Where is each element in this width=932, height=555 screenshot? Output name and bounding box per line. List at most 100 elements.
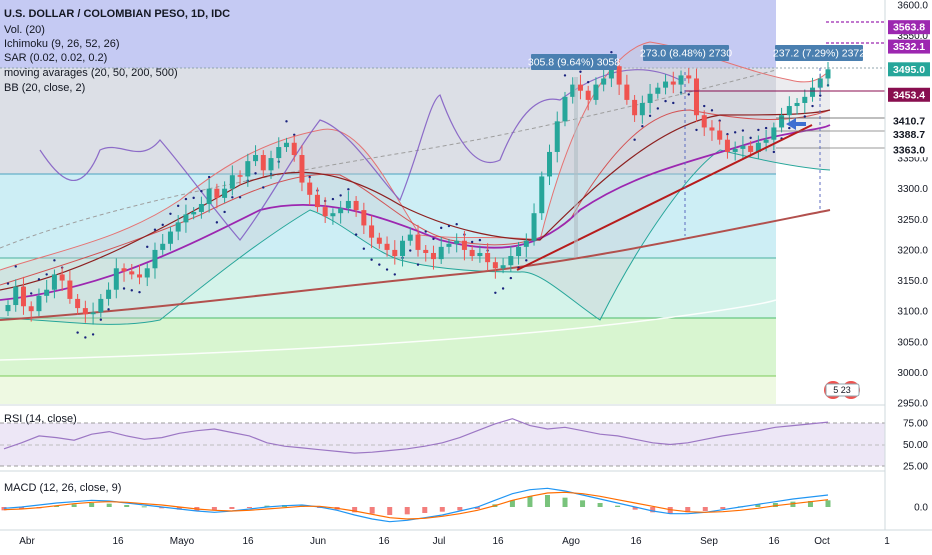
candle — [191, 207, 197, 220]
price-tick-label: 3250.0 — [897, 215, 928, 226]
sar-dot — [262, 186, 265, 189]
candle — [771, 122, 777, 151]
sar-dot — [440, 226, 443, 230]
candle — [554, 111, 560, 163]
rsi-tick-label: 25.00 — [903, 462, 928, 473]
candle — [160, 234, 166, 255]
candle — [144, 263, 150, 287]
sar-dot — [6, 282, 10, 285]
sar-dot — [788, 126, 791, 130]
measure-label-3 — [775, 45, 863, 61]
sar-dot — [509, 276, 513, 280]
sar-dot — [146, 245, 149, 249]
sar-dot — [726, 132, 729, 136]
price-axis[interactable]: 2950.0 3000.0 3050.0 3100.0 3150.0 3200.0 3250… — [884, 0, 932, 530]
sar-dot — [169, 212, 172, 215]
time-tick-label: 16 — [378, 536, 390, 547]
macd-bar — [1, 507, 7, 511]
rsi-title: RSI (14, close) — [4, 413, 77, 425]
macd-bar — [54, 505, 60, 507]
macd-bar — [211, 507, 217, 511]
macd-pane[interactable]: MACD (12, 26, close, 9) — [0, 470, 932, 523]
sar-dot — [447, 224, 451, 228]
candle — [98, 294, 104, 318]
sar-dot — [122, 287, 126, 290]
sar-dot — [470, 240, 474, 244]
time-axis[interactable]: Abr 16 Mayo 16 Jun 16 Jul 16 Ago 16 Sep 16 Oct 1 — [0, 529, 932, 550]
moving-average-lines — [0, 69, 831, 361]
macd-bar — [387, 507, 393, 515]
macd-bar — [71, 504, 77, 507]
candle — [291, 135, 297, 162]
sar-dot — [215, 221, 219, 224]
sar-dot — [138, 290, 141, 294]
sar-dot — [455, 223, 458, 226]
price-tick-label: 3600.0 — [897, 1, 928, 12]
indicator-sar: SAR (0.02, 0.02, 0.2) — [4, 52, 107, 64]
candle — [376, 232, 382, 249]
events-badge-text: 5 23 — [833, 385, 851, 395]
sar-dot — [757, 128, 760, 132]
events-badge[interactable]: 5 23 — [824, 381, 860, 399]
candle — [198, 196, 204, 219]
rsi-tick-label: 75.00 — [903, 419, 928, 430]
sar-dot — [238, 196, 242, 199]
sar-dot — [703, 104, 706, 108]
macd-bar — [352, 507, 358, 513]
time-tick-label: 1 — [884, 536, 890, 547]
rsi-pane[interactable]: RSI (14, close) — [0, 404, 932, 467]
candle — [20, 276, 26, 315]
sar-dot — [772, 150, 776, 154]
candle — [438, 237, 444, 265]
macd-bar — [474, 507, 480, 509]
sar-dot — [207, 175, 211, 179]
sar-dot — [293, 133, 296, 137]
sar-dot — [200, 189, 203, 193]
macd-bar — [685, 507, 691, 513]
candle — [415, 224, 421, 257]
candle — [51, 269, 57, 299]
price-tick-label: 3200.0 — [897, 245, 928, 256]
sar-dot — [176, 204, 180, 208]
support-trendline[interactable] — [516, 124, 813, 271]
sar-dot — [579, 70, 582, 73]
sar-dot — [501, 287, 505, 290]
candle — [663, 74, 669, 95]
candle — [322, 197, 328, 223]
price-label-text: 3532.1 — [893, 41, 925, 53]
macd-bar — [509, 500, 515, 507]
candle — [492, 257, 498, 279]
sar-dot — [285, 120, 288, 123]
candle — [260, 150, 266, 178]
candle — [616, 58, 622, 96]
candle — [299, 145, 305, 192]
candlestick-series — [5, 58, 831, 325]
candle — [75, 294, 81, 315]
candle — [82, 300, 88, 323]
macd-bar — [562, 497, 568, 507]
candle — [601, 68, 607, 92]
candle — [454, 233, 460, 253]
sar-dot — [733, 131, 737, 134]
candle — [369, 215, 375, 249]
time-tick-label: 16 — [768, 536, 780, 547]
macd-bar — [615, 505, 621, 507]
price-label: 3363.0 — [888, 143, 930, 158]
sar-dot — [494, 291, 497, 294]
candle — [639, 95, 645, 124]
candle — [678, 70, 684, 96]
candle — [237, 170, 243, 186]
sar-dot — [339, 194, 342, 197]
macd-bar — [141, 506, 147, 508]
sar-dot — [354, 233, 358, 236]
sar-dot — [347, 188, 350, 191]
sar-dot — [308, 175, 311, 179]
sar-dot — [432, 237, 435, 241]
sar-dot — [764, 126, 768, 130]
price-label-text: 3453.4 — [893, 89, 925, 101]
candle — [624, 74, 630, 105]
candle — [59, 267, 65, 291]
candle — [547, 144, 553, 186]
rsi-line — [3, 418, 829, 454]
